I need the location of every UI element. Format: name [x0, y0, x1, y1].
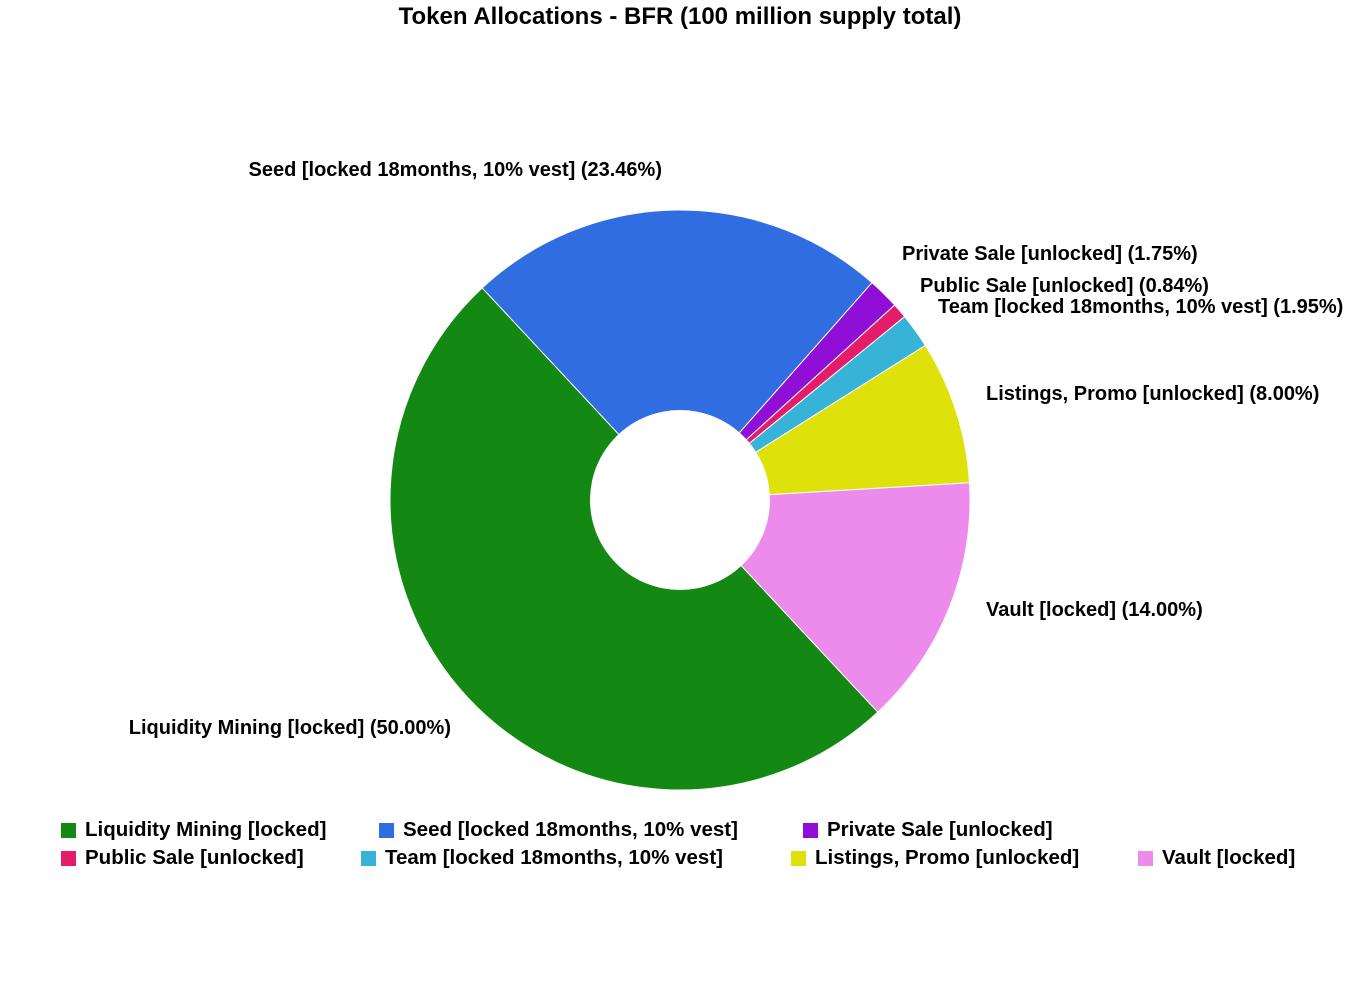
- pie-slice-seed-locked-18months-10-vest: [481, 209, 873, 501]
- slice-label-private-sale-unlocked: Private Sale [unlocked] (1.75%): [902, 243, 1198, 265]
- slice-label-vault-locked: Vault [locked] (14.00%): [986, 599, 1203, 621]
- legend-swatch: [361, 850, 376, 866]
- slice-label-seed-locked-18months-10-vest: Seed [locked 18months, 10% vest] (23.46%…: [249, 159, 663, 181]
- legend-item-team-locked-18months-10-vest: Team [locked 18months, 10% vest]: [361, 846, 723, 870]
- legend-label: Liquidity Mining [locked]: [85, 818, 327, 841]
- legend-label: Team [locked 18months, 10% vest]: [385, 846, 723, 869]
- donut-hole: [590, 410, 770, 590]
- slice-label-listings-promo-unlocked: Listings, Promo [unlocked] (8.00%): [986, 383, 1319, 405]
- legend-label: Listings, Promo [unlocked]: [815, 846, 1080, 869]
- legend-label: Public Sale [unlocked]: [85, 846, 304, 869]
- legend-item-listings-promo-unlocked: Listings, Promo [unlocked]: [791, 846, 1079, 870]
- legend-swatch: [61, 850, 76, 866]
- slice-label-team-locked-18months-10-vest: Team [locked 18months, 10% vest] (1.95%): [938, 296, 1343, 318]
- legend-swatch: [379, 822, 394, 838]
- legend-label: Vault [locked]: [1162, 846, 1296, 869]
- legend-item-liquidity-mining-locked: Liquidity Mining [locked]: [61, 818, 326, 842]
- legend-swatch: [791, 850, 806, 866]
- legend-item-private-sale-unlocked: Private Sale [unlocked]: [803, 818, 1053, 842]
- legend-item-seed-locked-18months-10-vest: Seed [locked 18months, 10% vest]: [379, 818, 738, 842]
- slice-label-liquidity-mining-locked: Liquidity Mining [locked] (50.00%): [129, 717, 451, 739]
- chart-title: Token Allocations - BFR (100 million sup…: [398, 3, 962, 30]
- legend-item-vault-locked: Vault [locked]: [1138, 846, 1295, 870]
- slice-label-public-sale-unlocked: Public Sale [unlocked] (0.84%): [920, 275, 1209, 297]
- legend-label: Private Sale [unlocked]: [827, 818, 1053, 841]
- slice-labels: Liquidity Mining [locked] (50.00%) Seed […: [129, 159, 1344, 739]
- legend-swatch: [803, 822, 818, 838]
- legend-label: Seed [locked 18months, 10% vest]: [403, 818, 738, 841]
- legend-swatch: [1138, 850, 1153, 866]
- legend-swatch: [61, 822, 76, 838]
- legend-item-public-sale-unlocked: Public Sale [unlocked]: [61, 846, 304, 870]
